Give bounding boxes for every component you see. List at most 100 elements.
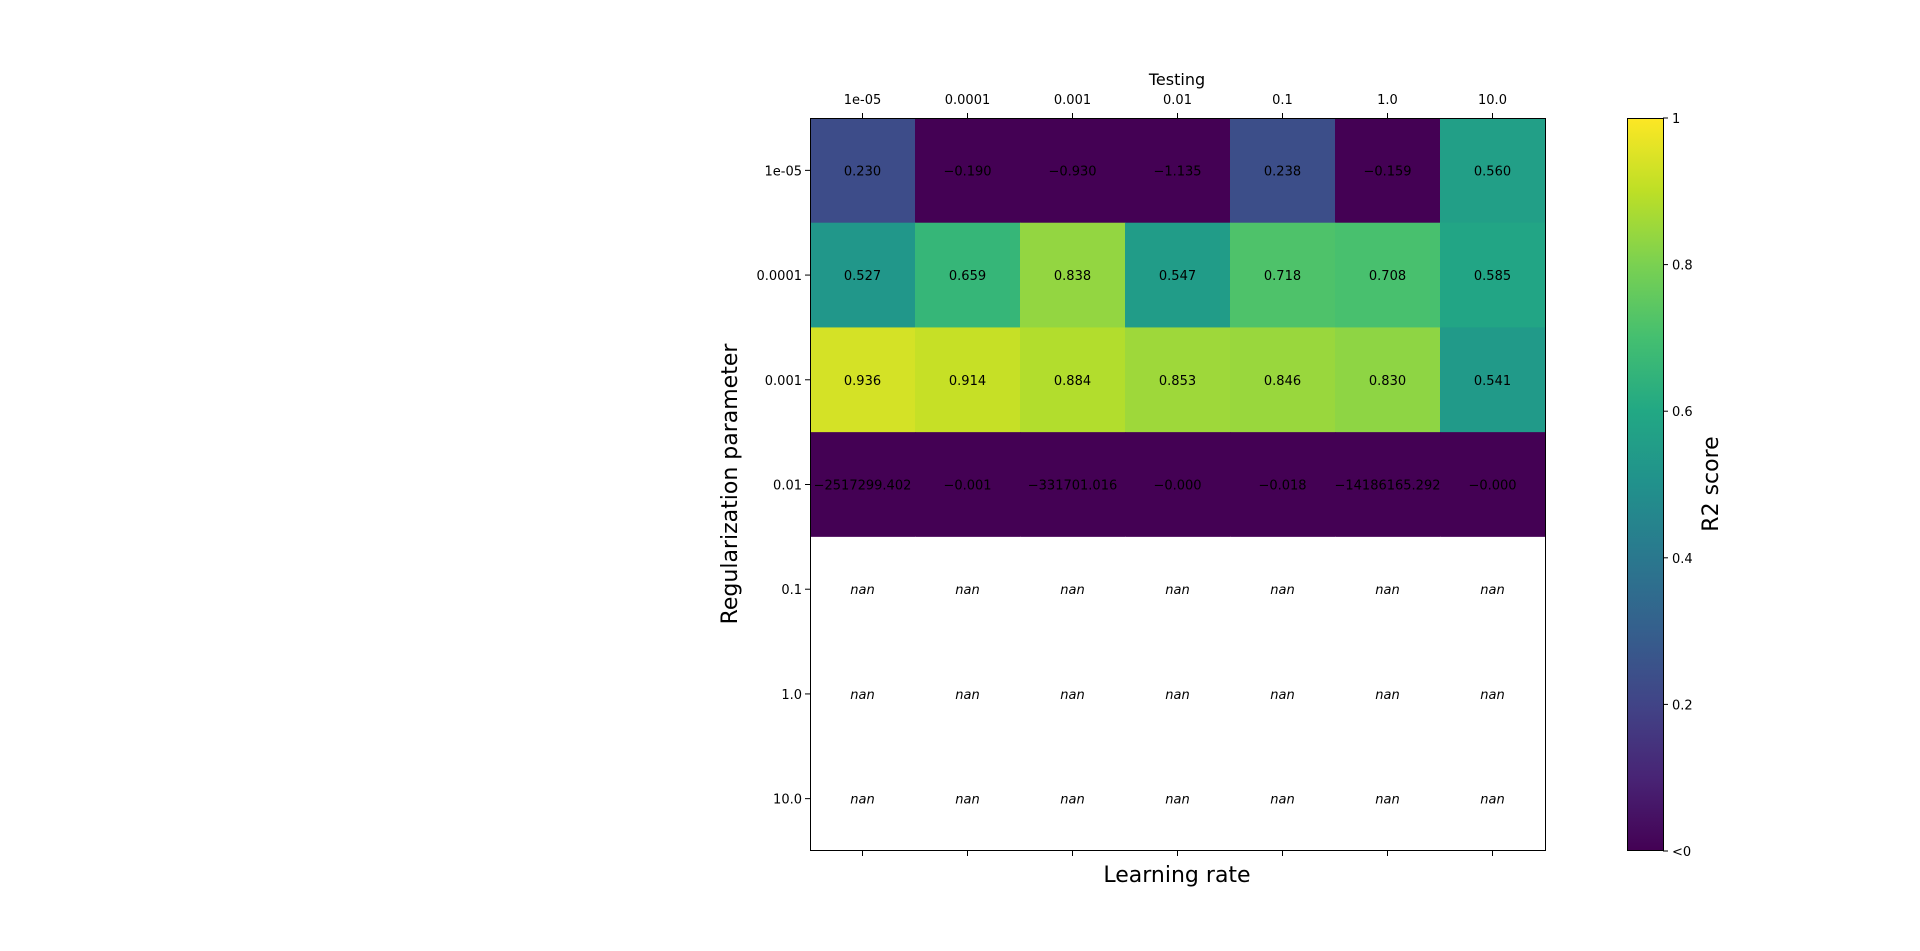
cell-value-label: nan [1375, 793, 1399, 808]
colorbar-tick-label: 0.4 [1672, 552, 1693, 567]
cell-value-label: 0.884 [1054, 374, 1091, 389]
cell-value-label: 0.838 [1054, 269, 1091, 284]
cell-value-label: 0.585 [1474, 269, 1511, 284]
heatmap-cell [915, 746, 1021, 852]
cell-value-label: nan [1480, 688, 1504, 703]
cell-value-label: 0.914 [949, 374, 986, 389]
heatmap-cell [1020, 118, 1126, 224]
y-axis-ticks: 1e-05 0.0001 0.001 0.01 0.1 1.0 10.0 [757, 164, 810, 808]
x-tick-label: 0.01 [1163, 93, 1192, 108]
heatmap-cell [1440, 432, 1546, 538]
cell-value-label: nan [850, 688, 874, 703]
heatmap-cell [1020, 432, 1126, 538]
y-axis-title: Regularization parameter [718, 343, 743, 625]
heatmap-cell [1335, 222, 1441, 329]
colorbar-label: R2 score [1699, 436, 1724, 531]
heatmap-cell [915, 432, 1021, 538]
y-tick-label: 1.0 [781, 688, 802, 703]
cell-value-label: 0.853 [1159, 374, 1196, 389]
y-tick-label: 0.0001 [757, 269, 803, 284]
heatmap-cell [1230, 536, 1336, 643]
x-tick-label: 1e-05 [844, 93, 882, 108]
heatmap-cell [810, 746, 916, 852]
heatmap-cell [1440, 746, 1546, 852]
heatmap-cell [1125, 118, 1231, 224]
cell-value-label: 0.659 [949, 269, 986, 284]
heatmap-cell [810, 222, 916, 329]
heatmap-cell [1230, 327, 1336, 433]
cell-value-label: −0.159 [1363, 164, 1411, 179]
y-tick-label: 1e-05 [764, 164, 802, 179]
heatmap-cell [1230, 118, 1336, 224]
cell-value-label: 0.230 [844, 164, 881, 179]
heatmap-cell [1335, 432, 1441, 538]
heatmap-cell [1230, 641, 1336, 747]
heatmap-cell [810, 536, 916, 643]
cell-value-label: −0.190 [943, 164, 991, 179]
cell-value-label: −0.000 [1468, 479, 1516, 494]
cell-value-label: 0.708 [1369, 269, 1406, 284]
heatmap-cell [915, 641, 1021, 747]
y-tick-label: 10.0 [773, 793, 802, 808]
heatmap-cell [1335, 536, 1441, 643]
heatmap-cell [1230, 432, 1336, 538]
heatmap-cell [1335, 746, 1441, 852]
colorbar-frame [1627, 118, 1664, 851]
cell-value-label: nan [1165, 688, 1189, 703]
colorbar-tick-label: <0 [1672, 845, 1691, 860]
cell-value-label: 0.560 [1474, 164, 1511, 179]
y-tick-label: 0.01 [773, 479, 802, 494]
cell-value-label: nan [1060, 793, 1084, 808]
heatmap-cell [1020, 222, 1126, 329]
cell-value-label: nan [1060, 583, 1084, 598]
cell-value-label: nan [955, 793, 979, 808]
cell-value-label: nan [1165, 583, 1189, 598]
heatmap-cell [1125, 536, 1231, 643]
cell-value-label: nan [1375, 688, 1399, 703]
cell-value-label: nan [955, 688, 979, 703]
cell-value-label: −0.001 [943, 479, 991, 494]
heatmap-cell [1020, 641, 1126, 747]
cell-value-label: −2517299.402 [814, 479, 912, 494]
y-tick-label: 0.001 [765, 374, 802, 389]
cell-value-label: 0.718 [1264, 269, 1301, 284]
colorbar-tick-label: 1 [1672, 112, 1680, 127]
cell-value-label: nan [850, 583, 874, 598]
colorbar-gradient [1627, 118, 1663, 851]
cell-value-label: nan [850, 793, 874, 808]
cell-value-label: −0.930 [1048, 164, 1096, 179]
heatmap-cells [810, 118, 1546, 852]
cell-value-label: nan [1480, 793, 1504, 808]
heatmap-cell [915, 536, 1021, 643]
cell-value-label: 0.936 [844, 374, 881, 389]
heatmap-cell [915, 222, 1021, 329]
colorbar-tick-label: 0.8 [1672, 259, 1693, 274]
heatmap-cell [1020, 746, 1126, 852]
heatmap-cell [810, 118, 916, 224]
heatmap-cell [1125, 222, 1231, 329]
heatmap-cell [1440, 327, 1546, 433]
heatmap-cell [1335, 118, 1441, 224]
heatmap-cell [1440, 222, 1546, 329]
heatmap-cell [1335, 327, 1441, 433]
colorbar-tick-label: 0.2 [1672, 698, 1693, 713]
plot-frame [810, 118, 1546, 851]
heatmap-cell [1440, 118, 1546, 224]
heatmap-cell [810, 327, 916, 433]
x-tick-label: 0.001 [1054, 93, 1091, 108]
cell-value-label: nan [1375, 583, 1399, 598]
x-tick-label: 10.0 [1478, 93, 1507, 108]
colorbar-tick-label: 0.6 [1672, 405, 1693, 420]
heatmap-cell [810, 432, 916, 538]
cell-value-label: −14186165.292 [1334, 479, 1440, 494]
cell-value-label: 0.846 [1264, 374, 1301, 389]
cell-value-label: nan [1165, 793, 1189, 808]
cell-value-label: nan [1060, 688, 1084, 703]
cell-value-label: 0.547 [1159, 269, 1196, 284]
heatmap-cell [1125, 641, 1231, 747]
heatmap-cell [1230, 222, 1336, 329]
cell-value-label: nan [1270, 688, 1294, 703]
heatmap-cell [1125, 432, 1231, 538]
y-tick-label: 0.1 [781, 583, 802, 598]
